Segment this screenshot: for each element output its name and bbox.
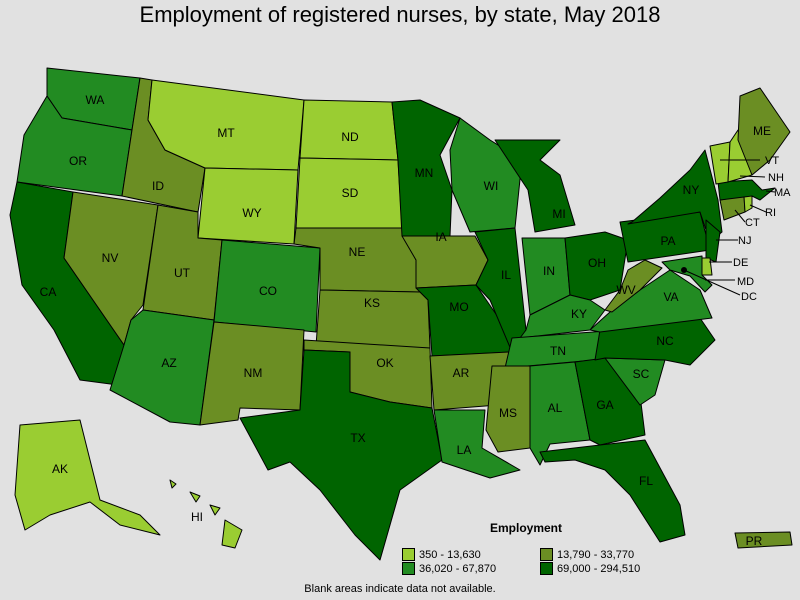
label-ri: RI [765, 207, 776, 219]
state-co[interactable] [213, 239, 321, 333]
label-ne: NE [349, 245, 366, 259]
legend-swatch-3 [402, 562, 415, 575]
label-in: IN [543, 264, 555, 278]
label-fl: FL [639, 474, 653, 488]
label-ak: AK [52, 462, 68, 476]
legend-item-4: 69,000 - 294,510 [540, 562, 640, 575]
label-mo: MO [449, 300, 468, 314]
label-mn: MN [415, 166, 434, 180]
label-ok: OK [376, 356, 393, 370]
state-ms[interactable] [485, 365, 531, 453]
legend-item-3: 36,020 - 67,870 [402, 562, 496, 575]
label-wa: WA [86, 93, 105, 107]
state-nm[interactable] [199, 321, 305, 426]
label-nd: ND [341, 130, 359, 144]
legend-title: Employment [490, 521, 563, 535]
label-ms: MS [499, 406, 517, 420]
label-dc: DC [741, 291, 757, 303]
state-de[interactable] [701, 257, 713, 276]
label-sc: SC [633, 367, 650, 381]
label-la: LA [457, 443, 472, 457]
label-ky: KY [571, 307, 587, 321]
state-hi[interactable] [169, 479, 243, 549]
label-wi: WI [484, 179, 499, 193]
label-wy: WY [242, 206, 261, 220]
label-az: AZ [161, 356, 176, 370]
legend-label-3: 36,020 - 67,870 [419, 562, 497, 575]
map-title: Employment of registered nurses, by stat… [139, 2, 661, 27]
label-id: ID [152, 179, 164, 193]
label-nm: NM [244, 366, 263, 380]
label-oh: OH [588, 256, 606, 270]
label-al: AL [548, 401, 563, 415]
label-co: CO [259, 284, 277, 298]
state-wi[interactable] [449, 117, 523, 233]
label-vt: VT [765, 155, 779, 167]
label-nj: NJ [738, 235, 751, 247]
label-ar: AR [453, 366, 470, 380]
label-pr: PR [746, 534, 763, 548]
state-mi[interactable] [494, 139, 576, 233]
label-mi: MI [552, 207, 565, 221]
label-nc: NC [656, 334, 674, 348]
state-ks[interactable] [315, 289, 431, 349]
leader-lines [683, 159, 776, 296]
state-me[interactable] [737, 87, 791, 176]
label-il: IL [501, 268, 511, 282]
label-tn: TN [550, 344, 566, 358]
label-nh: NH [768, 172, 784, 184]
label-ct: CT [745, 217, 760, 229]
label-pa: PA [660, 234, 675, 248]
legend-label-2: 13,790 - 33,770 [557, 548, 635, 561]
label-ca: CA [40, 285, 57, 299]
label-wv: WV [616, 283, 635, 297]
footnote: Blank areas indicate data not available. [304, 583, 496, 595]
label-va: VA [663, 290, 678, 304]
state-vt[interactable] [709, 141, 731, 185]
label-hi: HI [191, 510, 203, 524]
state-md[interactable] [661, 255, 713, 293]
label-md: MD [737, 276, 754, 288]
label-ks: KS [364, 296, 380, 310]
label-sd: SD [342, 186, 359, 200]
label-or: OR [69, 154, 87, 168]
state-tx[interactable] [239, 349, 443, 561]
label-me: ME [753, 124, 771, 138]
label-ia: IA [435, 230, 446, 244]
label-tx: TX [350, 431, 365, 445]
legend-label-1: 350 - 13,630 [419, 548, 481, 561]
label-mt: MT [217, 126, 235, 140]
state-fl[interactable] [539, 439, 686, 543]
state-ma[interactable] [717, 179, 776, 201]
state-ak[interactable] [14, 419, 161, 536]
legend-swatch-1 [402, 548, 415, 561]
legend-item-2: 13,790 - 33,770 [540, 548, 634, 561]
legend-swatch-4 [540, 562, 553, 575]
legend-item-1: 350 - 13,630 [402, 548, 481, 561]
label-ny: NY [683, 183, 700, 197]
legend-label-4: 69,000 - 294,510 [557, 562, 641, 575]
state-pr[interactable] [734, 531, 793, 549]
label-de: DE [733, 257, 748, 269]
state-wv[interactable] [604, 259, 663, 313]
state-ri[interactable] [743, 195, 753, 213]
state-la[interactable] [433, 409, 521, 479]
label-ga: GA [596, 398, 613, 412]
label-ma: MA [774, 187, 791, 199]
legend-swatch-2 [540, 548, 553, 561]
label-nv: NV [102, 251, 119, 265]
label-ut: UT [174, 266, 191, 280]
state-nc[interactable] [594, 317, 716, 366]
state-ny[interactable] [627, 149, 723, 243]
state-il[interactable] [474, 227, 527, 353]
